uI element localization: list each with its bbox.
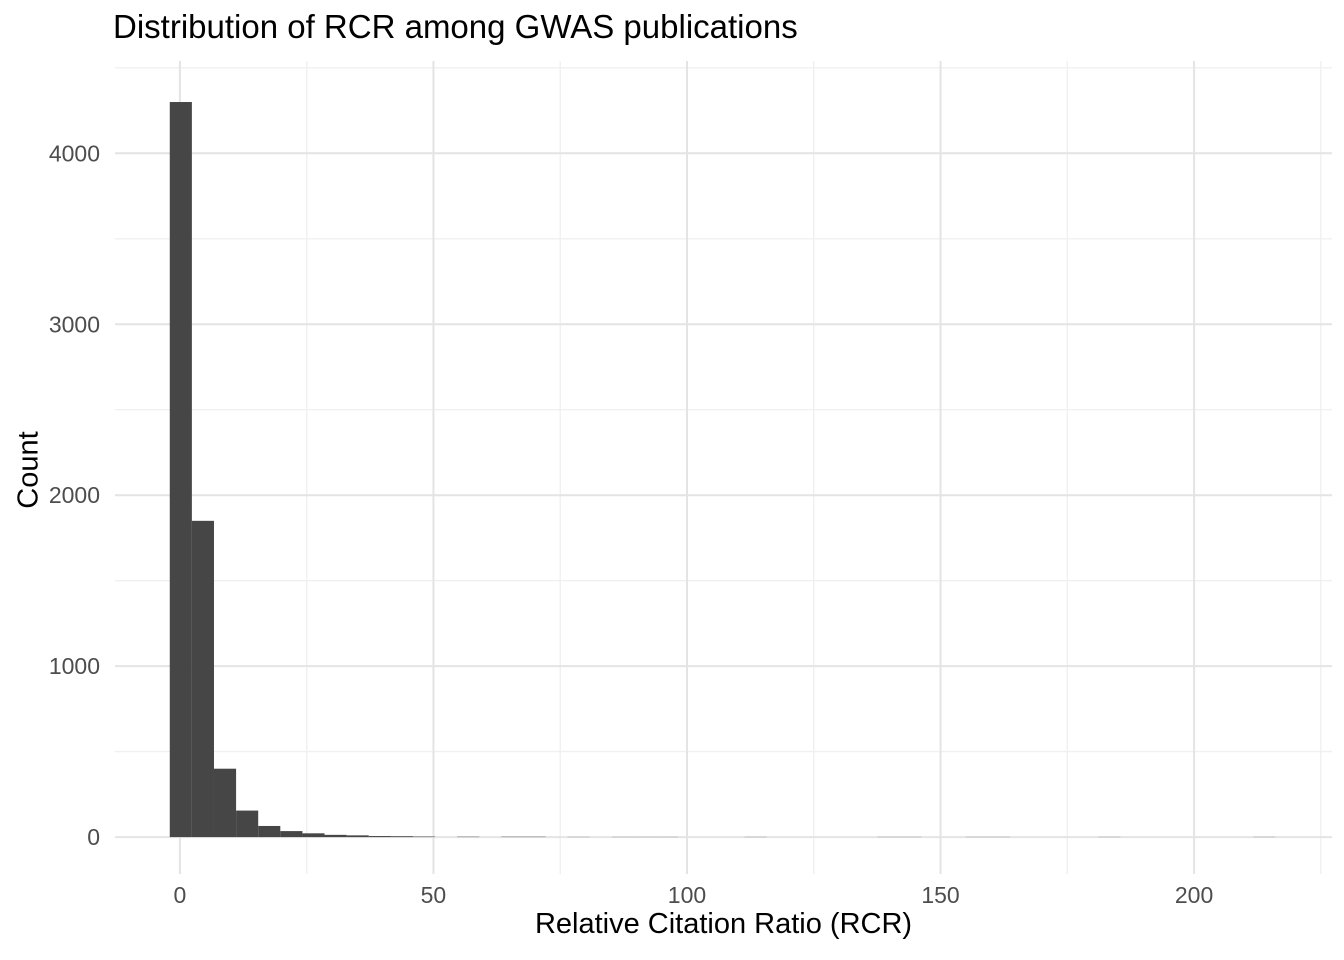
histogram-bar xyxy=(191,520,214,838)
histogram-bar xyxy=(280,831,303,838)
histogram-bar xyxy=(302,833,325,838)
y-tick-label: 0 xyxy=(87,824,100,850)
y-tick-label: 3000 xyxy=(49,311,100,337)
x-tick-label: 100 xyxy=(668,882,706,908)
x-tick-label: 50 xyxy=(421,882,447,908)
y-axis-title: Count xyxy=(12,431,45,509)
x-tick-label: 150 xyxy=(921,882,959,908)
x-axis-title: Relative Citation Ratio (RCR) xyxy=(534,908,913,940)
x-tick-label: 0 xyxy=(174,882,187,908)
histogram-bar xyxy=(346,835,369,838)
minor-gridlines xyxy=(115,61,1332,874)
histogram-bar xyxy=(258,825,281,838)
histogram-bar xyxy=(412,836,436,838)
plot-title: Distribution of RCR among GWAS publicati… xyxy=(113,8,798,45)
histogram-bar xyxy=(213,768,237,838)
x-tick-label: 200 xyxy=(1175,882,1213,908)
histogram-bar xyxy=(236,810,259,838)
x-tick-labels: 0 50 100 150 200 xyxy=(174,882,1214,908)
histogram-bar xyxy=(368,836,391,838)
y-tick-labels: 0 1000 2000 3000 4000 xyxy=(49,140,100,850)
y-tick-label: 1000 xyxy=(49,653,100,679)
histogram-bar xyxy=(324,834,347,838)
histogram-bars xyxy=(169,102,1276,838)
histogram-bar xyxy=(169,102,192,838)
histogram-bar xyxy=(390,836,413,838)
y-tick-label: 4000 xyxy=(49,140,100,166)
y-tick-label: 2000 xyxy=(49,482,100,508)
